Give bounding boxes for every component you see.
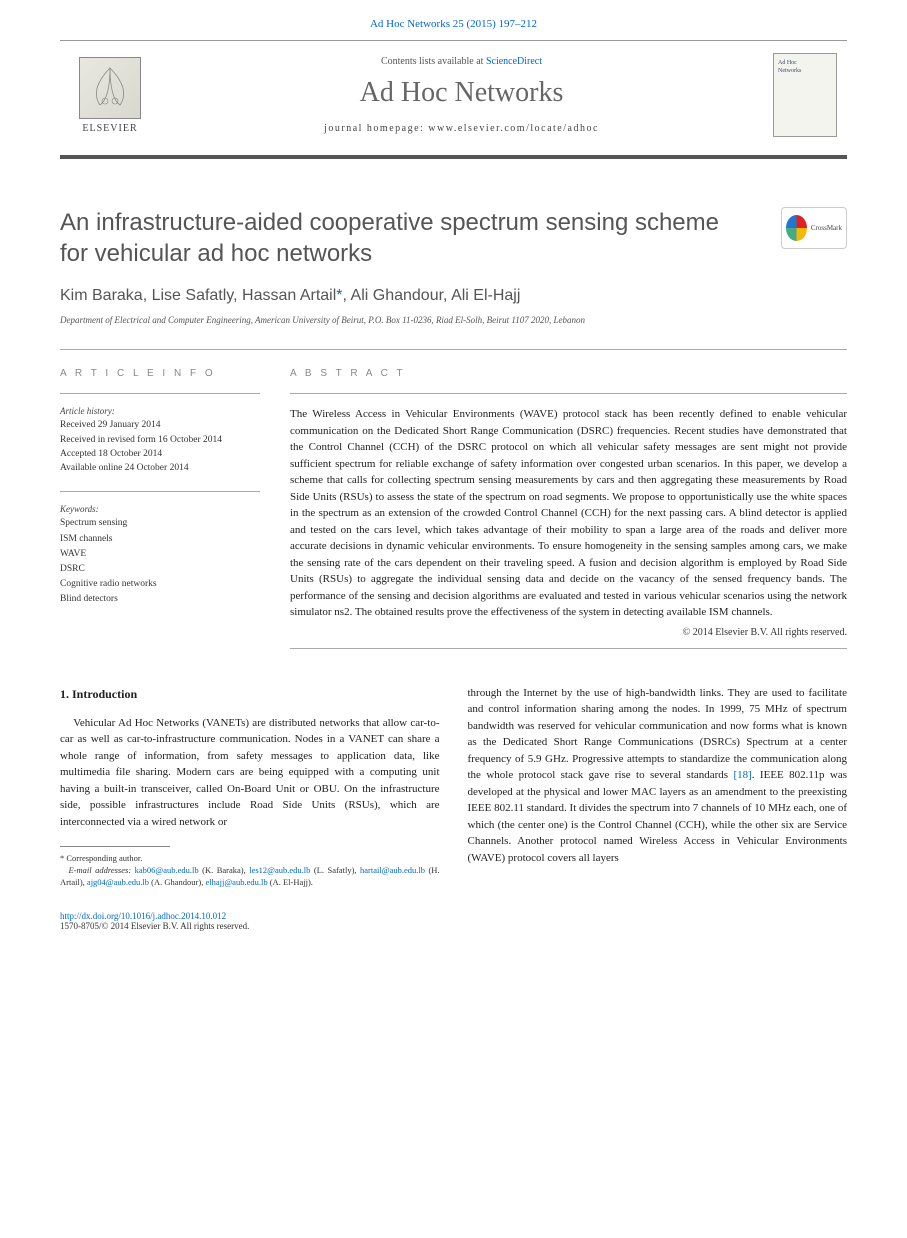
affiliation: Department of Electrical and Computer En… xyxy=(60,315,847,325)
doi-link[interactable]: http://dx.doi.org/10.1016/j.adhoc.2014.1… xyxy=(60,911,226,921)
author-4: Ali Ghandour xyxy=(351,287,444,304)
author-3: Hassan Artail xyxy=(242,287,336,304)
email-5[interactable]: elhajj@aub.edu.lb xyxy=(205,877,267,887)
keywords-label: Keywords: xyxy=(60,504,260,514)
history-online: Available online 24 October 2014 xyxy=(60,461,260,475)
corresponding-mark[interactable]: * xyxy=(336,287,342,304)
elsevier-tree-icon xyxy=(79,57,141,119)
history-label: Article history: xyxy=(60,406,260,416)
keyword-5: Cognitive radio networks xyxy=(60,577,260,592)
author-1: Kim Baraka xyxy=(60,287,143,304)
contents-line: Contents lists available at ScienceDirec… xyxy=(150,56,773,67)
intro-para-2: through the Internet by the use of high-… xyxy=(468,685,848,867)
issn-line: 1570-8705/© 2014 Elsevier B.V. All right… xyxy=(60,921,249,931)
ref-18[interactable]: [18] xyxy=(733,769,751,781)
elsevier-text: ELSEVIER xyxy=(82,123,137,134)
article-info-heading: A R T I C L E I N F O xyxy=(60,368,260,379)
keyword-3: WAVE xyxy=(60,547,260,562)
author-5: Ali El-Hajj xyxy=(451,287,520,304)
keyword-2: ISM channels xyxy=(60,532,260,547)
email-label: E-mail addresses: xyxy=(69,865,132,875)
article-info-column: A R T I C L E I N F O Article history: R… xyxy=(60,350,260,649)
history-received: Received 29 January 2014 xyxy=(60,418,260,432)
sciencedirect-link[interactable]: ScienceDirect xyxy=(486,56,542,67)
author-2: Lise Safatly xyxy=(152,287,234,304)
history-revised: Received in revised form 16 October 2014 xyxy=(60,433,260,447)
email-1[interactable]: kab06@aub.edu.lb xyxy=(135,865,199,875)
authors-line: Kim Baraka, Lise Safatly, Hassan Artail*… xyxy=(60,287,847,305)
crossmark-label: CrossMark xyxy=(811,224,842,232)
running-head-link[interactable]: Ad Hoc Networks 25 (2015) 197–212 xyxy=(370,18,537,30)
abstract-heading: A B S T R A C T xyxy=(290,368,847,379)
journal-name: Ad Hoc Networks xyxy=(150,77,773,109)
abstract-copyright: © 2014 Elsevier B.V. All rights reserved… xyxy=(290,627,847,638)
journal-homepage: journal homepage: www.elsevier.com/locat… xyxy=(150,123,773,134)
crossmark-icon xyxy=(786,215,807,241)
email-2[interactable]: les12@aub.edu.lb xyxy=(249,865,310,875)
keyword-6: Blind detectors xyxy=(60,592,260,607)
keyword-1: Spectrum sensing xyxy=(60,516,260,531)
intro-heading: 1. Introduction xyxy=(60,685,440,703)
abstract-text: The Wireless Access in Vehicular Environ… xyxy=(290,406,847,621)
history-accepted: Accepted 18 October 2014 xyxy=(60,447,260,461)
corr-note: Corresponding author. xyxy=(66,853,142,863)
email-3[interactable]: hartail@aub.edu.lb xyxy=(360,865,425,875)
paper-title: An infrastructure-aided cooperative spec… xyxy=(60,207,781,269)
intro-para-1: Vehicular Ad Hoc Networks (VANETs) are d… xyxy=(60,715,440,831)
running-head: Ad Hoc Networks 25 (2015) 197–212 xyxy=(0,0,907,40)
journal-cover-thumb: Ad Hoc Networks xyxy=(773,53,837,137)
crossmark-badge[interactable]: CrossMark xyxy=(781,207,847,249)
abstract-column: A B S T R A C T The Wireless Access in V… xyxy=(290,350,847,649)
elsevier-logo: ELSEVIER xyxy=(70,57,150,134)
header-center: Contents lists available at ScienceDirec… xyxy=(150,56,773,134)
email-4[interactable]: ajg04@aub.edu.lb xyxy=(87,877,149,887)
footer-meta: http://dx.doi.org/10.1016/j.adhoc.2014.1… xyxy=(60,911,847,931)
keyword-4: DSRC xyxy=(60,562,260,577)
journal-header: ELSEVIER Contents lists available at Sci… xyxy=(60,40,847,159)
footnotes: * Corresponding author. E-mail addresses… xyxy=(60,846,440,889)
